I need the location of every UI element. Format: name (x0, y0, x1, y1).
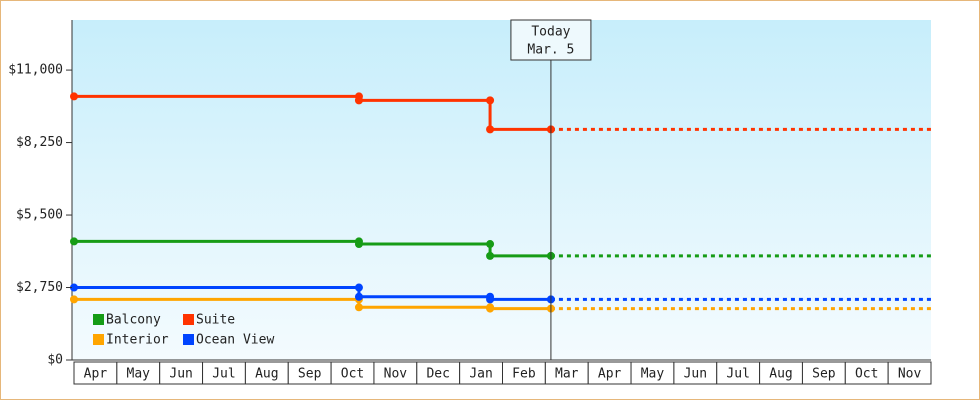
x-tick-label: Sep (298, 367, 322, 382)
price-point (486, 96, 495, 105)
legend-label: Suite (196, 313, 235, 328)
x-tick-label: Nov (384, 367, 408, 382)
price-point (486, 251, 495, 260)
price-point (486, 295, 495, 304)
today-box (510, 19, 592, 61)
legend-swatch (93, 334, 104, 345)
price-point (354, 283, 363, 292)
x-tick-label: May (127, 367, 151, 382)
x-tick-label: Jul (212, 367, 235, 382)
x-tick-label: Aug (769, 367, 792, 382)
x-tick-label: Jan (469, 367, 492, 382)
x-tick-label: Apr (84, 367, 108, 382)
price-line (74, 286, 551, 301)
price-point (70, 237, 78, 246)
x-tick-label: Mar (555, 367, 579, 382)
x-tick-label: Oct (341, 367, 364, 382)
y-tick-label: $8,250 (16, 135, 63, 150)
month-cell (887, 361, 932, 385)
legend-swatch (183, 334, 194, 345)
y-tick-label: $5,500 (16, 208, 63, 223)
legend-label: Interior (106, 333, 169, 348)
x-tick-label: Sep (812, 367, 836, 382)
y-tick-label: $11,000 (8, 63, 63, 78)
legend-swatch (183, 314, 194, 325)
legend-label: Balcony (106, 313, 161, 328)
price-point (486, 304, 495, 313)
price-point (354, 292, 363, 301)
x-tick-label: Dec (426, 367, 449, 382)
today-date: Mar. 5 (527, 43, 574, 58)
price-point (70, 283, 78, 292)
x-tick-label: Jun (169, 367, 192, 382)
x-tick-label: Aug (255, 367, 278, 382)
y-tick-label: $0 (47, 353, 63, 368)
x-tick-label: May (641, 367, 665, 382)
legend-label: Ocean View (196, 333, 274, 348)
plot-area (72, 20, 931, 360)
x-tick-label: Feb (512, 367, 536, 382)
price-line (74, 297, 551, 311)
x-tick-label: Apr (598, 367, 622, 382)
x-tick-label: Jul (726, 367, 749, 382)
x-tick-label: Oct (855, 367, 878, 382)
price-point (70, 295, 78, 304)
price-point (354, 96, 363, 105)
legend-swatch (93, 314, 104, 325)
price-line (74, 94, 551, 131)
y-tick-label: $2,750 (16, 280, 63, 295)
x-tick-label: Nov (898, 367, 922, 382)
price-point (354, 303, 363, 312)
x-tick-label: Jun (684, 367, 707, 382)
price-point (486, 125, 495, 134)
price-point (70, 92, 78, 101)
price-point (486, 240, 495, 249)
price-line (74, 239, 551, 258)
price-point (354, 240, 363, 249)
today-label: Today (531, 25, 570, 40)
